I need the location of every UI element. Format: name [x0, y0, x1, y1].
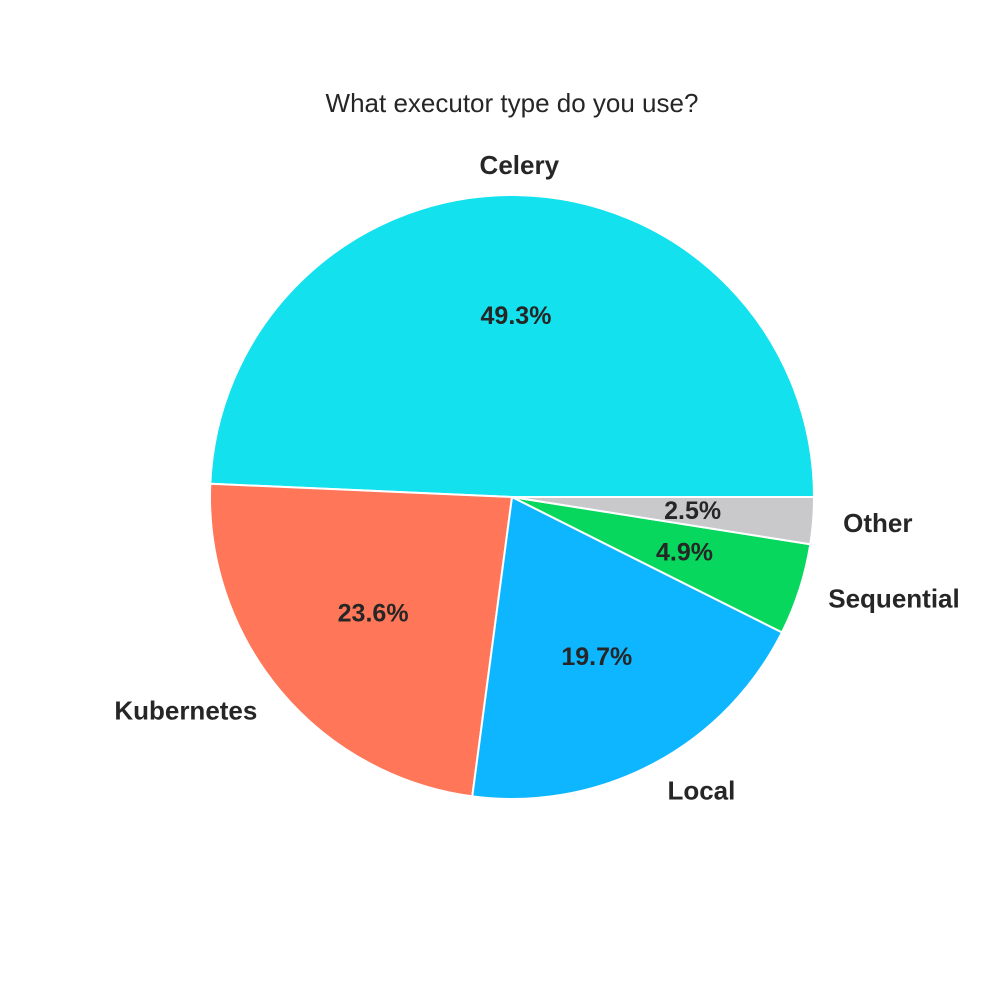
pct-label-sequential: 4.9% [656, 538, 713, 566]
pie-slice-celery [209, 193, 815, 498]
category-label-other: Other [843, 508, 912, 538]
pct-label-other: 2.5% [664, 497, 721, 525]
pie-slices [209, 193, 815, 800]
pct-label-celery: 49.3% [481, 302, 552, 330]
pie-slice-local [471, 496, 783, 800]
chart-title: What executor type do you use? [326, 88, 699, 118]
category-label-sequential: Sequential [828, 584, 959, 614]
pct-label-kubernetes: 23.6% [338, 599, 409, 627]
pct-label-local: 19.7% [561, 643, 632, 671]
pie-labels: 49.3% Celery 23.6% Kubernetes 19.7% Local 4.9%… [114, 150, 959, 806]
pie-slice-other [511, 496, 815, 546]
category-label-kubernetes: Kubernetes [114, 695, 257, 725]
pie-slice-kubernetes [209, 482, 513, 798]
category-label-local: Local [667, 776, 735, 806]
category-label-celery: Celery [480, 150, 560, 180]
